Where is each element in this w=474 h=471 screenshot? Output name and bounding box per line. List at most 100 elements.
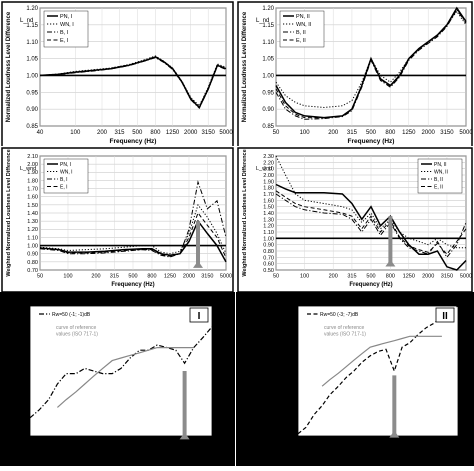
- series-line-2: [57, 346, 194, 408]
- x-tick-label: 200: [328, 130, 339, 136]
- y-tick-label: 0.90: [262, 107, 274, 113]
- y-tick-label: 2.10: [27, 154, 38, 160]
- legend-box: [279, 10, 325, 48]
- y-tick-label: 1.90: [27, 170, 38, 176]
- y-axis-label: Sound Reduction Index R (dB): [272, 331, 278, 411]
- series-line-3: [275, 8, 467, 120]
- legend-entry: PN, I: [60, 14, 73, 20]
- legend-entry: E, I: [60, 184, 68, 190]
- y-tick-label: 1.30: [27, 219, 38, 225]
- y-tick-label: 1.30: [263, 217, 274, 223]
- x-axis-label: Frequency (Hz): [111, 282, 154, 288]
- y-tick-label: 0.95: [26, 90, 38, 96]
- y-tick-label: 1.05: [26, 57, 38, 63]
- y-axis-label: Sound Reduction Index R (dB): [4, 331, 10, 411]
- y-tick-label: 40: [22, 382, 28, 388]
- y-tick-label: 0.90: [26, 107, 38, 113]
- y-tick-label: 65: [22, 317, 28, 323]
- series-line-4: [275, 190, 467, 255]
- x-tick-label: 500: [366, 274, 375, 280]
- legend-box: [43, 10, 89, 48]
- y-tick-label: 70: [290, 304, 296, 310]
- y-tick-label: 1.90: [263, 179, 274, 185]
- x-tick-label: 2000: [184, 130, 198, 136]
- y-axis-label: Weighted Normalized Loudness Level Diffe…: [242, 149, 248, 276]
- y-tick-label: 0.50: [263, 268, 274, 274]
- x-tick-label: 100: [63, 274, 72, 280]
- x-tick-label: 1250: [166, 130, 180, 136]
- y-tick-label: 1.80: [27, 178, 38, 184]
- x-axis-label: Frequency (Hz): [348, 138, 395, 145]
- y-tick-label: 1.80: [263, 186, 274, 192]
- y-tick-label: 35: [22, 395, 28, 401]
- x-tick-label: 500: [132, 130, 143, 136]
- y-tick-label: 50: [22, 356, 28, 362]
- legend-entry: E, II: [296, 38, 306, 44]
- panel-label: II: [442, 311, 448, 322]
- y-tick-label: 0.85: [262, 124, 274, 130]
- legend-entry: WN, I: [60, 22, 74, 28]
- x-tick-label: 5000: [459, 130, 473, 136]
- y-tick-label: 0.60: [263, 262, 274, 268]
- x-tick-label: 5000: [460, 274, 472, 280]
- chart-panel-4: 0.50 0.60 0.70 0.80 0.90 1.00 1.10 1.20 1.30 1.40…: [236, 146, 474, 294]
- y-tick-label: 2.20: [263, 160, 274, 166]
- legend-entry: B, I: [60, 177, 68, 183]
- y-tick-label: 30: [290, 391, 296, 397]
- x-axis-label: Frequency (Hz): [110, 138, 157, 145]
- x-tick-label: 315: [347, 274, 356, 280]
- plot-area: [297, 305, 459, 437]
- x-tick-label: 5000: [206, 440, 218, 446]
- chart-panel-6: 10 20 30 40 50 60 70 50 100 200 315 500 800 1250 2000 3…: [236, 292, 474, 466]
- y-tick-label: 1.50: [263, 205, 274, 211]
- y-tick-label: 2.30: [263, 154, 274, 160]
- x-tick-label: 5000: [452, 440, 464, 446]
- x-tick-label: 315: [347, 130, 358, 136]
- x-tick-label: 1250: [164, 274, 176, 280]
- series-line-1: [275, 183, 467, 271]
- x-tick-label: 2000: [422, 274, 434, 280]
- y-tick-label: 1.00: [26, 74, 38, 80]
- series-line-4: [39, 211, 227, 259]
- x-axis-label: Frequency (Hz): [99, 448, 142, 454]
- y-axis-symbol: L_nd: [20, 18, 33, 24]
- reference-curve-label: values (ISO 717-1): [56, 332, 98, 338]
- x-tick-label: 2000: [170, 440, 182, 446]
- legend-box: [304, 309, 390, 321]
- y-tick-label: 0.85: [26, 124, 38, 130]
- chart-panel-1: 0.85 0.90 0.95 1.00 1.05 1.10 1.15 1.20 40 100 200…: [0, 0, 235, 152]
- y-tick-label: 20: [22, 434, 28, 440]
- legend-entry: B, II: [296, 30, 306, 36]
- y-tick-label: 0.70: [27, 268, 38, 274]
- legend-entry: B, II: [434, 177, 443, 183]
- y-tick-label: 55: [22, 343, 28, 349]
- y-tick-label: 1.05: [262, 57, 274, 63]
- series-line-2: [39, 203, 227, 255]
- arrow-head: [389, 430, 400, 438]
- x-tick-label: 3150: [440, 130, 454, 136]
- series-line-1: [39, 219, 227, 263]
- y-tick-label: 1.10: [263, 230, 274, 236]
- y-tick-label: 1.10: [27, 235, 38, 241]
- series-line-1: [297, 305, 459, 435]
- x-tick-label: 315: [357, 440, 366, 446]
- x-tick-label: 800: [150, 130, 161, 136]
- x-tick-label: 800: [385, 130, 396, 136]
- y-tick-label: 60: [290, 326, 296, 332]
- y-axis-label: Normalized Loudness Level Difference: [242, 11, 248, 122]
- legend-entry: B, I: [60, 30, 69, 36]
- x-tick-label: 1250: [151, 440, 163, 446]
- x-tick-label: 500: [373, 440, 382, 446]
- series-line-3: [275, 193, 467, 259]
- chart-svg-4: 0.500.600.700.800.901.001.101.201.301.40…: [236, 146, 474, 294]
- y-axis-symbol: L_wnd: [256, 166, 272, 172]
- x-tick-label: 1250: [402, 130, 416, 136]
- x-tick-label: 100: [300, 130, 311, 136]
- y-tick-label: 0.80: [27, 260, 38, 266]
- y-tick-label: 1.40: [263, 211, 274, 217]
- legend-entry: E, I: [60, 38, 69, 44]
- y-tick-label: 1.10: [26, 40, 38, 46]
- y-tick-label: 1.10: [262, 40, 274, 46]
- x-tick-label: 200: [342, 440, 351, 446]
